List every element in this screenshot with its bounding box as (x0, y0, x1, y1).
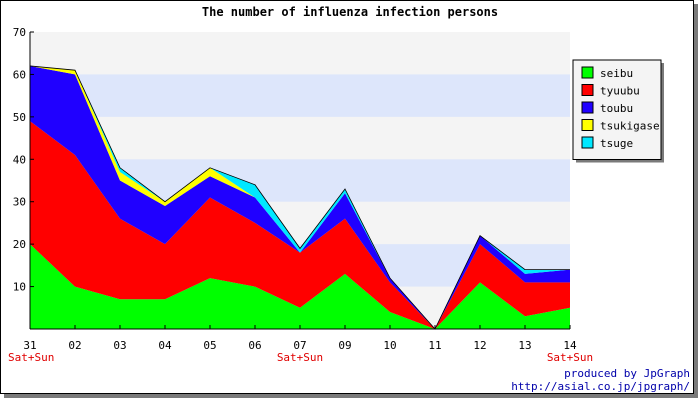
area-toubu (30, 65, 570, 329)
x-tick-label: 07 (293, 339, 306, 352)
legend-label-seibu: seibu (600, 67, 633, 80)
y-tick-label: 20 (13, 238, 26, 251)
legend-label-tsuge: tsuge (600, 137, 633, 150)
legend-swatch-seibu (581, 66, 594, 79)
y-tick-label: 50 (13, 111, 26, 124)
legend-swatch-tsukigase (581, 119, 594, 131)
y-tick-label: 10 (13, 281, 26, 294)
x-tick-label: 14 (563, 339, 577, 352)
x-tick-label: 12 (473, 339, 486, 352)
area-tyuubu (30, 121, 570, 329)
area-tsukigase (30, 65, 570, 329)
x-tick-label: 11 (428, 339, 441, 352)
legend-label-toubu: toubu (600, 102, 633, 115)
weekend-annotations: Sat+Sun Sat+Sun Sat+Sun (8, 351, 593, 364)
y-tick-label: 40 (13, 153, 26, 166)
area-seibu (30, 244, 570, 329)
y-tick-label: 60 (13, 68, 26, 81)
weekend-label: Sat+Sun (277, 351, 323, 364)
y-tick-label: 30 (13, 196, 26, 209)
x-tick-label: 03 (113, 339, 126, 352)
x-axis-ticks: 31 02 03 04 05 06 07 09 10 11 12 13 14 (23, 325, 577, 352)
x-tick-label: 10 (383, 339, 396, 352)
total-outline (29, 65, 570, 330)
y-tick-label: 70 (13, 26, 26, 39)
area-series (29, 65, 570, 330)
x-tick-label: 05 (203, 339, 216, 352)
x-tick-label: 02 (68, 339, 81, 352)
x-tick-label: 04 (158, 339, 172, 352)
credit-line[interactable]: produced by JpGraph (564, 367, 690, 380)
legend-swatch-toubu (581, 101, 594, 114)
legend-swatch-tsuge (581, 136, 594, 149)
x-tick-label: 06 (248, 339, 261, 352)
legend: seibu tyuubu toubu tsukigase tsuge (572, 59, 664, 163)
x-tick-label: 13 (518, 339, 531, 352)
x-tick-label: 31 (23, 339, 36, 352)
credit-url[interactable]: http://asial.co.jp/jpgraph/ (511, 380, 690, 393)
grid-band (30, 74, 570, 117)
y-axis-ticks: 10 20 30 40 50 60 70 (13, 26, 34, 294)
legend-label-tsukigase: tsukigase (600, 120, 660, 133)
legend-swatch-tyuubu (581, 84, 594, 96)
weekend-label: Sat+Sun (547, 351, 593, 364)
x-tick-label: 09 (338, 339, 351, 352)
legend-label-tyuubu: tyuubu (600, 85, 640, 98)
weekend-label: Sat+Sun (8, 351, 54, 364)
chart-title: The number of influenza infection person… (202, 5, 498, 19)
